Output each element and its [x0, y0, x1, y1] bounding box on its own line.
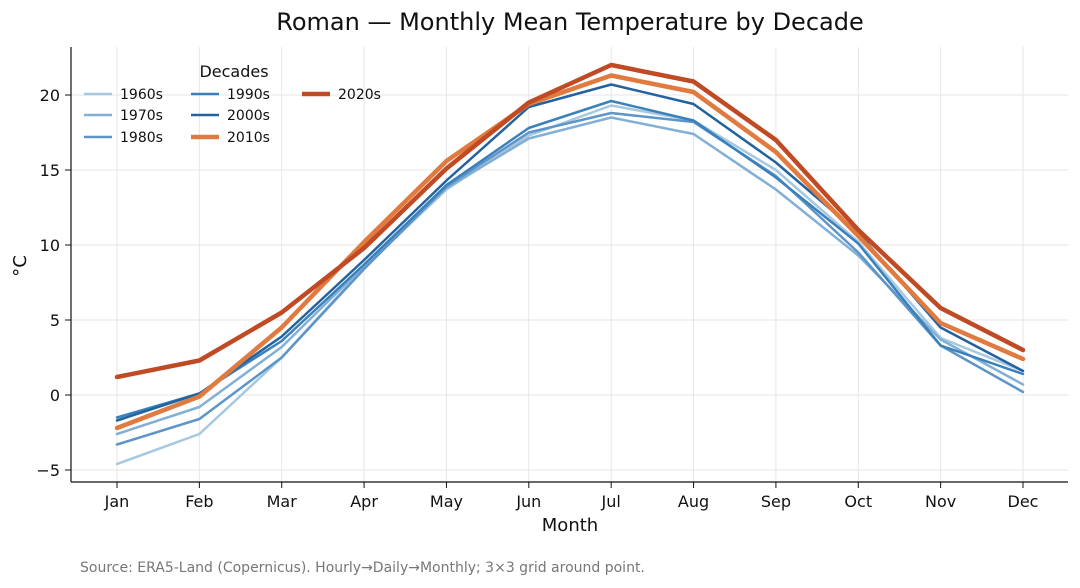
- y-tick-label--5: −5: [36, 461, 60, 480]
- y-ticks: −5 0 5 10 15 20: [36, 86, 71, 480]
- legend-label-1960s: 1960s: [120, 87, 163, 103]
- y-tick-label-15: 15: [40, 161, 60, 180]
- legend-label-1990s: 1990s: [227, 87, 270, 103]
- x-tick-label-aug: Aug: [678, 492, 709, 511]
- x-ticks: Jan Feb Mar Apr May Jun Jul Aug Sep Oct Nov Dec: [104, 482, 1039, 511]
- legend-label-2020s: 2020s: [338, 87, 381, 103]
- legend-label-1970s: 1970s: [120, 108, 163, 124]
- x-tick-label-jan: Jan: [104, 492, 130, 511]
- grid-lines: [71, 47, 1068, 482]
- x-axis-label: Month: [542, 515, 598, 536]
- legend-label-2010s: 2010s: [227, 130, 270, 146]
- series-line-2010s: [114, 73, 1026, 431]
- chart-title: Roman — Monthly Mean Temperature by Deca…: [276, 8, 863, 36]
- series-line-2020s: [114, 62, 1026, 380]
- series-line-1980s: [115, 111, 1025, 446]
- x-tick-label-feb: Feb: [185, 492, 213, 511]
- x-tick-label-oct: Oct: [844, 492, 872, 511]
- legend-label-2000s: 2000s: [227, 108, 270, 124]
- y-axis-label: °C: [10, 255, 31, 277]
- legend-title: Decades: [199, 62, 268, 81]
- axes: [70, 47, 1068, 483]
- y-tick-label-5: 5: [50, 311, 60, 330]
- x-tick-label-may: May: [430, 492, 463, 511]
- x-tick-label-nov: Nov: [925, 492, 956, 511]
- y-tick-label-0: 0: [50, 386, 60, 405]
- series-line-1960s: [115, 104, 1025, 466]
- legend: Decades 1960s 1970s 1980s 1990s 2000s 2010s 20…: [84, 62, 381, 146]
- y-tick-label-10: 10: [40, 236, 60, 255]
- x-tick-label-apr: Apr: [350, 492, 378, 511]
- x-tick-label-mar: Mar: [267, 492, 298, 511]
- source-note: Source: ERA5-Land (Copernicus). Hourly→D…: [80, 560, 645, 576]
- series-lines: [114, 62, 1026, 466]
- legend-label-1980s: 1980s: [120, 130, 163, 146]
- y-tick-label-20: 20: [40, 86, 60, 105]
- x-tick-label-jul: Jul: [601, 492, 621, 511]
- x-tick-label-dec: Dec: [1008, 492, 1039, 511]
- x-tick-label-sep: Sep: [761, 492, 791, 511]
- x-tick-label-jun: Jun: [515, 492, 541, 511]
- series-line-1990s: [115, 99, 1025, 419]
